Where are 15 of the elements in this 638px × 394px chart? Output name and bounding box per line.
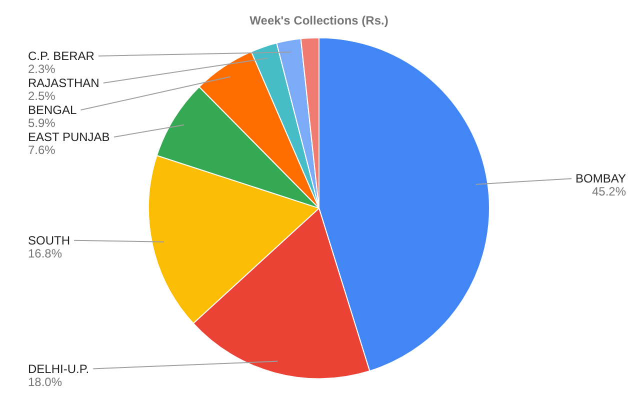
slice-label: BOMBAY	[576, 172, 626, 186]
data-label: 5.9%	[28, 116, 56, 130]
data-label: 16.8%	[28, 246, 62, 260]
slice-label: SOUTH	[28, 233, 70, 248]
slice-label: RAJASTHAN	[28, 76, 100, 90]
slice-label: DELHI-U.P.	[28, 362, 90, 376]
slice-label: EAST PUNJAB	[28, 130, 110, 144]
data-label: 45.2%	[592, 184, 626, 199]
slice-label: C.P. BERAR	[28, 49, 95, 63]
data-label: 7.6%	[28, 143, 56, 157]
data-label: 18.0%	[28, 374, 62, 389]
slice-label: BENGAL	[28, 103, 78, 117]
data-label: 2.3%	[28, 62, 56, 76]
data-label: 2.5%	[28, 89, 56, 103]
chart-title: Week's Collections (Rs.)	[250, 14, 388, 28]
